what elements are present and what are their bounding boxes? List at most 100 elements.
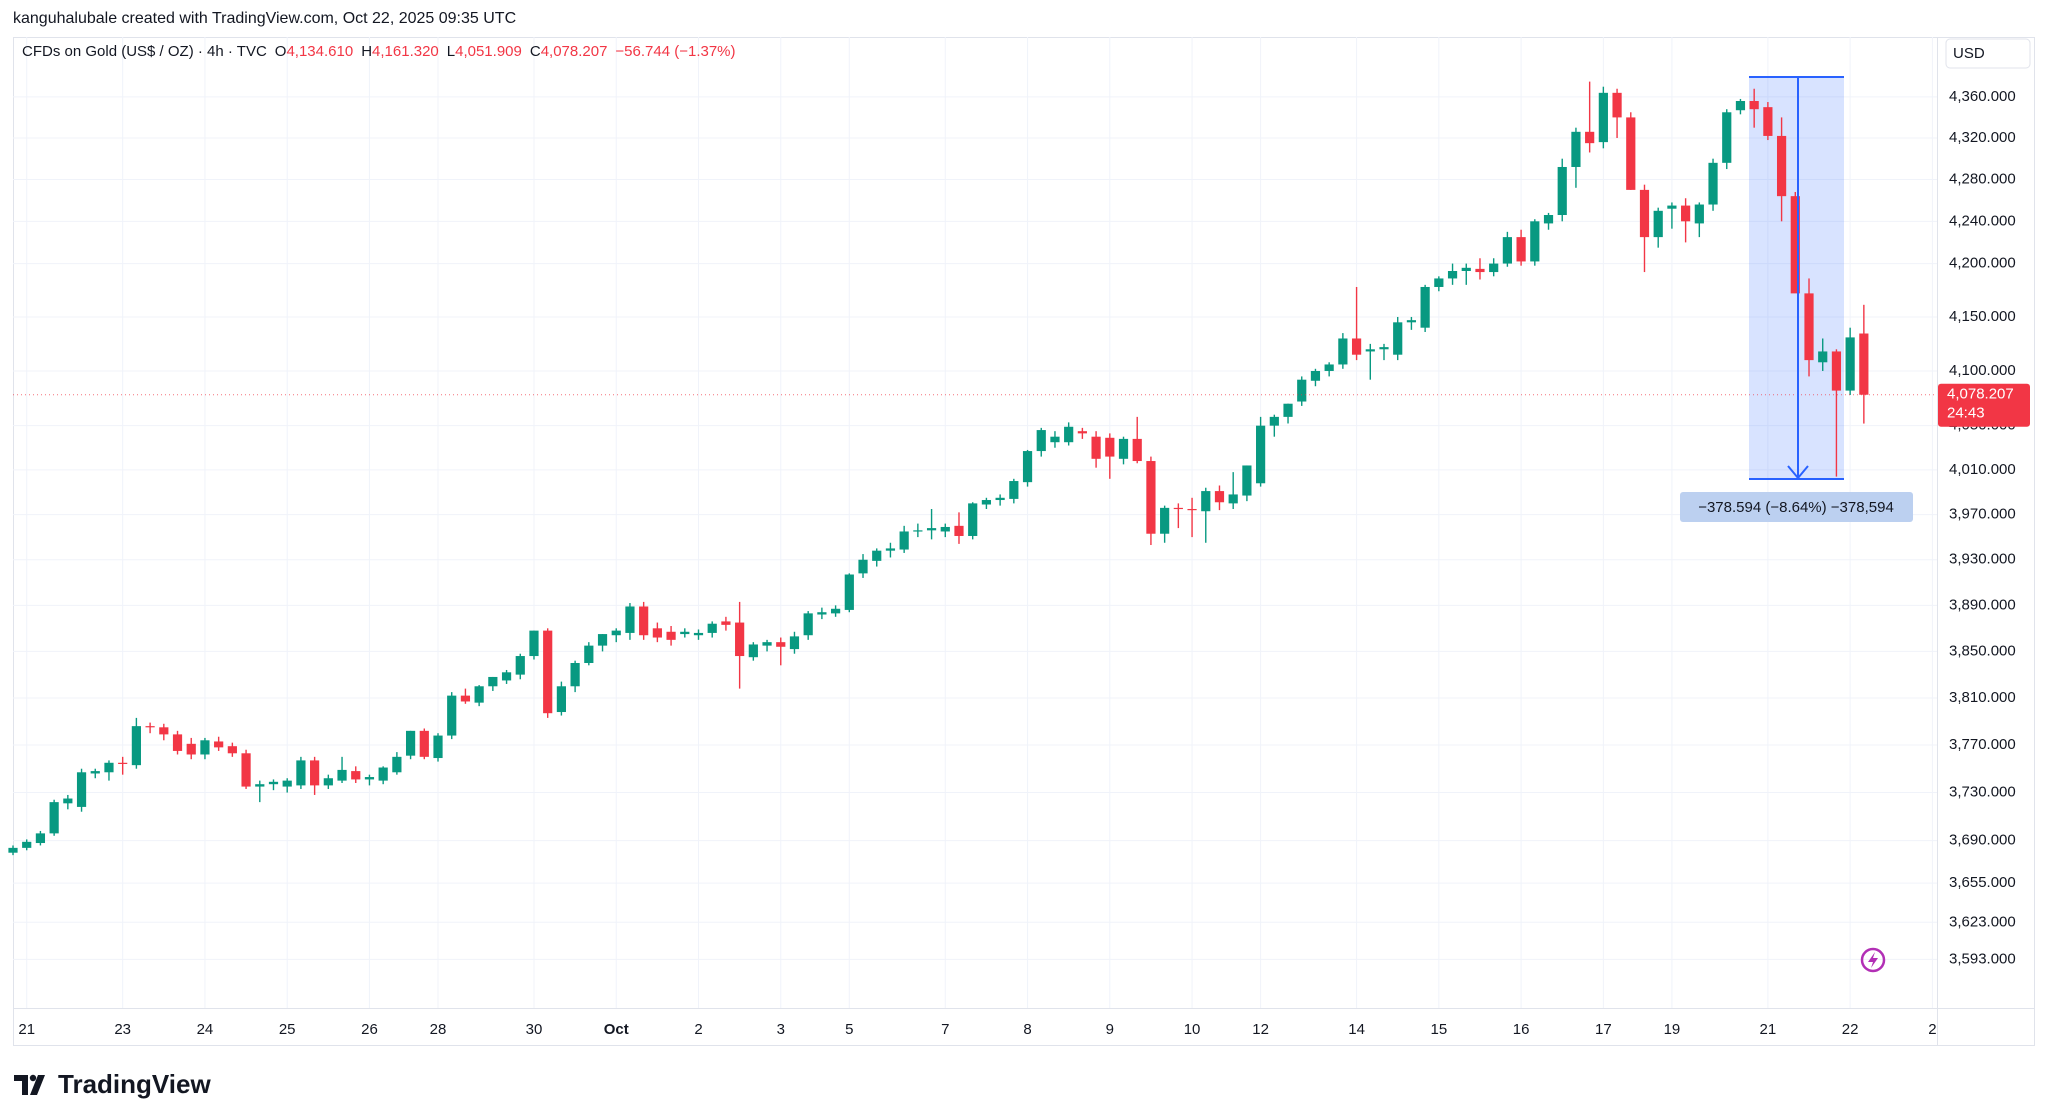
candle-body	[186, 743, 196, 755]
candle-body	[1502, 237, 1512, 264]
x-tick-label: 17	[1595, 1021, 1612, 1038]
candle-body	[1790, 196, 1800, 294]
x-tick-label: 16	[1513, 1021, 1530, 1038]
y-tick-label: 4,150.000	[1949, 308, 2016, 325]
candle-body	[1338, 338, 1348, 365]
candle-body	[1146, 461, 1156, 534]
candle-body	[831, 608, 841, 614]
candle-body	[1173, 507, 1183, 510]
candle-body	[1105, 437, 1115, 457]
candle-body	[968, 503, 978, 536]
x-tick-label: 10	[1184, 1021, 1201, 1038]
candle-body	[1228, 494, 1238, 504]
y-tick-label: 3,655.000	[1949, 874, 2016, 891]
brand: TradingView	[58, 1069, 211, 1099]
candle-body	[872, 550, 882, 561]
candle-body	[1406, 320, 1417, 323]
x-tick-label: 28	[430, 1021, 447, 1038]
candle-body	[1694, 204, 1704, 224]
alert-icon	[1860, 947, 1886, 973]
candles	[8, 81, 1937, 856]
candle-body	[844, 574, 854, 610]
candle-body	[776, 642, 786, 647]
candle-body	[1804, 293, 1814, 361]
candle-body	[735, 622, 745, 657]
candle-body	[995, 497, 1005, 501]
candle-body	[1420, 286, 1430, 328]
x-tick-label: 8	[1023, 1021, 1031, 1038]
candle-body	[611, 630, 621, 636]
x-tick-label: 19	[1664, 1021, 1681, 1038]
candle-body	[22, 841, 32, 848]
candle-body	[1749, 101, 1759, 110]
candle-body	[241, 753, 251, 787]
candle-body	[1516, 237, 1526, 262]
candle-body	[1489, 263, 1499, 273]
legend-item: 4,134.610	[286, 43, 353, 60]
candle-body	[447, 695, 457, 736]
x-tick-label: 23	[114, 1021, 131, 1038]
axes: 3,593.000 3,623.000 3,655.000 3,690.000 3,73…	[18, 88, 2030, 1038]
candle-body	[762, 642, 772, 646]
candle-body	[1681, 205, 1691, 222]
x-tick-label: 7	[941, 1021, 949, 1038]
x-tick-label: 26	[361, 1021, 378, 1038]
candle-body	[1050, 436, 1060, 443]
candle-body	[1283, 403, 1293, 417]
candle-body	[981, 500, 992, 505]
candle-body	[926, 528, 937, 531]
candle-body	[556, 686, 566, 713]
measure-label-box	[1680, 492, 1913, 522]
candle-body	[1310, 370, 1321, 381]
candle-body	[1667, 205, 1677, 209]
candle-body	[652, 628, 662, 638]
y-tick-label: 4,360.000	[1949, 88, 2016, 105]
candle-body	[419, 730, 429, 757]
candle-body	[1297, 379, 1307, 402]
candle-body	[76, 772, 87, 807]
legend-item: H	[361, 43, 372, 60]
candle-body	[1269, 416, 1279, 426]
legend-item: O	[275, 43, 287, 60]
candle-body	[1845, 337, 1855, 391]
candle-body	[1214, 491, 1225, 503]
y-tick-label: 3,930.000	[1949, 551, 2016, 568]
candle-body	[8, 847, 18, 853]
candle-body	[1077, 431, 1087, 434]
candle-body	[1598, 92, 1608, 143]
candle-body	[1626, 117, 1636, 190]
candle-body	[172, 734, 183, 751]
candle-body	[1379, 347, 1389, 350]
candle-body	[90, 771, 100, 774]
candle-body	[63, 798, 73, 804]
legend-item: L	[447, 43, 455, 60]
x-tick-label: 14	[1348, 1021, 1365, 1038]
candle-body	[364, 777, 375, 780]
x-tick-label: 21	[18, 1021, 35, 1038]
candle-body	[515, 656, 525, 675]
x-tick-label: 24	[197, 1021, 214, 1038]
candle-body	[433, 735, 443, 759]
x-tick-label: Oct	[604, 1021, 629, 1038]
candle-body	[529, 630, 539, 657]
legend-item: 4,078.207	[541, 43, 608, 60]
brand-logo	[14, 1074, 45, 1095]
candle-body	[1118, 438, 1129, 459]
candle-body	[351, 771, 361, 780]
candle-body	[1530, 221, 1540, 262]
x-tick-label: 12	[1252, 1021, 1269, 1038]
candle-body	[282, 780, 292, 787]
candle-body	[1064, 426, 1074, 443]
y-tick-label: 3,850.000	[1949, 642, 2016, 659]
y-tick-label: 4,240.000	[1949, 212, 2016, 229]
candle-body	[159, 727, 169, 735]
candle-body	[1763, 107, 1773, 136]
candle-body	[885, 548, 896, 551]
last-price-label: 4,078.207	[1947, 386, 2014, 403]
y-tick-label: 4,280.000	[1949, 170, 2016, 187]
candle-body	[255, 784, 265, 787]
candle-body	[405, 730, 416, 756]
candle-body	[1351, 338, 1362, 355]
x-tick-label: 25	[279, 1021, 296, 1038]
legend-item: CFDs on Gold (US$ / OZ) · 4h · TVC	[22, 43, 267, 60]
